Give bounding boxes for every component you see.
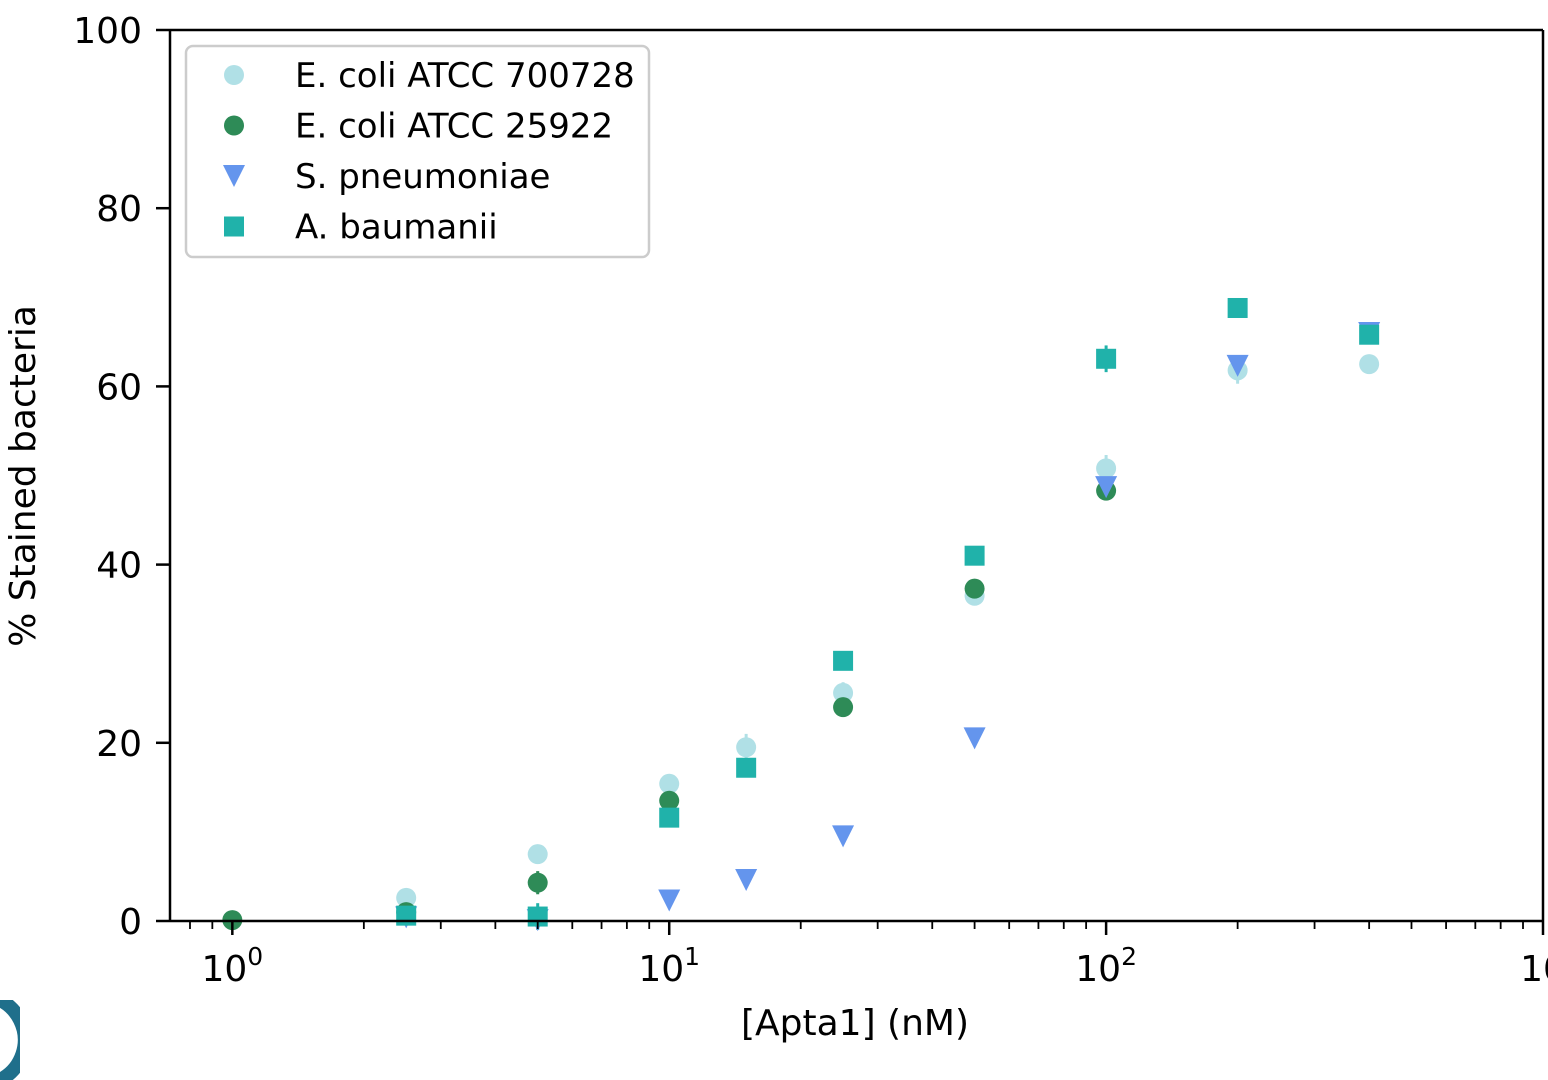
data-point-series-3 <box>736 757 757 778</box>
stained-bacteria-chart: 0 20 40 60 80 100 100 101 102 10 [Apta1] (nM) % S… <box>0 11 1548 1080</box>
x-axis-label: [Apta1] (nM) <box>741 1003 969 1043</box>
legend-marker <box>223 165 245 187</box>
data-point-series-1 <box>659 790 680 811</box>
data-point-series-3 <box>833 650 854 671</box>
legend-marker <box>224 216 244 237</box>
x-tick-label: 102 <box>1075 942 1137 990</box>
data-point-series-1 <box>833 697 854 718</box>
data-point-series-0 <box>396 887 417 908</box>
ticks: 0 20 40 60 80 100 100 101 102 10 <box>73 11 1548 990</box>
x-tick-label: 101 <box>638 942 700 990</box>
chart-svg: 0 20 40 60 80 100 100 101 102 10 [Apta1] (nM) % S… <box>3 11 1548 1044</box>
legend-label: S. pneumoniae <box>295 157 550 197</box>
data-point-series-2 <box>1095 476 1118 499</box>
legend-box <box>184 44 651 259</box>
y-tick-label: 80 <box>96 189 142 230</box>
data-point-series-1 <box>527 872 548 893</box>
data-point-series-3 <box>964 545 985 566</box>
legend-marker <box>224 115 244 136</box>
data-point-series-0 <box>1359 354 1380 375</box>
legend: E. coli ATCC 700728 E. coli ATCC 25922 S. … <box>184 44 651 259</box>
data-point-series-0 <box>1096 458 1117 479</box>
data-point-series-3 <box>1096 348 1117 369</box>
data-point-series-2 <box>735 869 758 892</box>
data-point-series-1 <box>964 578 985 599</box>
legend-marker <box>224 65 244 85</box>
legend-label: E. coli ATCC 700728 <box>295 56 635 96</box>
corner-arc-decoration <box>0 1000 20 1080</box>
data-point-series-3 <box>1227 297 1248 318</box>
data-point-series-0 <box>736 737 757 758</box>
x-tick-label: 100 <box>201 942 263 990</box>
data-point-series-3 <box>1359 324 1380 345</box>
y-tick-label: 0 <box>119 902 142 943</box>
data-point-series-3 <box>396 905 417 926</box>
data-point-series-0 <box>659 773 680 794</box>
y-tick-label: 60 <box>96 367 142 408</box>
data-point-series-3 <box>659 807 680 828</box>
error-bars <box>230 305 1371 930</box>
legend-label: E. coli ATCC 25922 <box>295 107 613 147</box>
data-point-series-0 <box>833 682 854 703</box>
data-point-series-2 <box>963 727 986 750</box>
y-tick-label: 40 <box>96 546 142 587</box>
data-point-series-0 <box>527 844 548 865</box>
data-point-series-2 <box>832 825 855 848</box>
y-axis-label: % Stained bacteria <box>3 305 44 647</box>
y-tick-label: 100 <box>73 11 142 52</box>
x-tick-label: 10 <box>1520 949 1548 990</box>
data-point-series-2 <box>658 889 681 912</box>
legend-label: A. baumanii <box>295 208 498 248</box>
data-point-series-2 <box>1226 354 1249 377</box>
y-tick-label: 20 <box>96 724 142 765</box>
data-markers <box>222 297 1381 932</box>
